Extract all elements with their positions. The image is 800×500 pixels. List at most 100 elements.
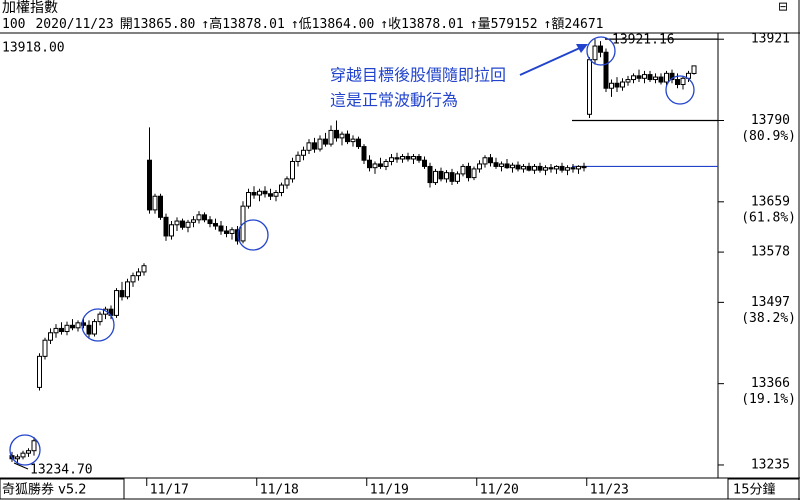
info-item: ↑低13864.00 [291,17,374,32]
candle-body [680,77,686,86]
highlight-circle [237,219,269,251]
candle-body [295,154,301,162]
candle-body [284,178,290,186]
annotation-line: 這是正常波動行為 [330,91,458,110]
candle-body [191,219,196,223]
candle-body [675,79,680,86]
candle-body [548,167,554,170]
candle-body [147,159,152,211]
fib-label: (19.1%) [741,392,796,407]
candle-body [92,321,97,335]
candle-body [372,163,378,169]
highlight-circle [586,36,616,66]
candle-body [493,162,499,167]
period-label[interactable]: 15分鐘 [733,482,776,498]
candle-body [26,450,31,454]
candle-body [20,452,26,458]
candle-body [174,220,180,226]
candle-body [163,216,169,237]
candle-body [356,138,361,148]
candle-body [460,165,466,175]
candle-body [609,82,614,89]
info-bar: 100 2020/11/23 開13865.80 ↑高13878.01 ↑低13864.… [2,16,604,32]
candle-body [323,138,328,145]
candle-body [86,324,92,335]
candle-body [598,45,603,53]
chart-title: 加權指數 [2,0,58,16]
candle-body [669,72,675,81]
candle-body [411,156,416,160]
candle-body [653,76,658,81]
candle-body [422,159,427,167]
candle-body [394,157,400,160]
info-item: ↑高13878.01 [201,16,284,32]
highlight-circle [9,434,41,466]
candle-body [361,146,367,161]
candle-body [444,172,449,180]
candle-body [691,65,697,74]
x-tick-label: 11/19 [370,483,409,498]
candle-body [537,165,543,171]
high-label: 13921.16 [612,33,675,48]
candle-body [64,324,70,333]
candle-body [449,172,455,182]
highlight-circle [81,308,115,342]
highlight-circle [665,75,695,105]
fib-label: (80.9%) [741,129,796,144]
candle-body [224,230,229,234]
candle-body [433,170,438,184]
candle-body [125,281,130,298]
candle-body [279,184,284,194]
candle-body [367,159,372,169]
candle-body [499,163,504,167]
candle-body [658,76,664,83]
candle-body [130,275,136,283]
candle-body [328,129,334,145]
candle-body [504,163,510,169]
candle-body [75,322,81,329]
candle-body [290,160,295,180]
candle-body [136,271,141,277]
arrow-shaft [519,46,583,76]
candle-body [389,157,394,162]
y-tick-label: 13497 [751,295,790,310]
candle-body [59,327,64,333]
candle-body [262,190,268,195]
candle-body [229,229,235,234]
candle-body [482,157,488,165]
window-icon[interactable]: ⊟ [778,0,788,14]
candle-body [614,82,620,88]
cursor-label: 13918.00 [2,41,65,56]
candle-body [213,223,218,227]
candle-body [257,190,262,196]
candle-body [141,265,147,273]
annotation-line: 穿越目標後股價隨即拉回 [330,66,506,85]
arrow-head [576,44,588,53]
period-box[interactable] [727,478,800,500]
x-tick-label: 11/20 [480,483,519,498]
candle-body [488,157,493,164]
candle-body [218,225,224,232]
info-item: 開13865.80 [120,17,196,32]
candle-body [620,81,625,88]
info-item: ↑額24671 [544,17,604,32]
x-tick-label: 11/18 [260,483,299,498]
candle-body [202,214,207,221]
candle-body [576,165,581,170]
candle-body [196,214,202,221]
software-box [0,478,125,500]
candle-body [383,160,389,167]
candle-body [532,165,537,171]
candle-body [207,219,213,225]
candle-body [554,165,559,170]
candle-body [664,72,669,83]
x-tick-label: 11/17 [150,483,189,498]
candle-body [636,75,642,79]
candle-body [15,456,20,460]
candle-body [455,173,460,182]
candle-body [631,75,636,81]
candle-body [570,167,576,170]
candle-body [471,168,477,179]
candle-body [416,156,422,161]
info-item: ↑量579152 [470,17,538,32]
